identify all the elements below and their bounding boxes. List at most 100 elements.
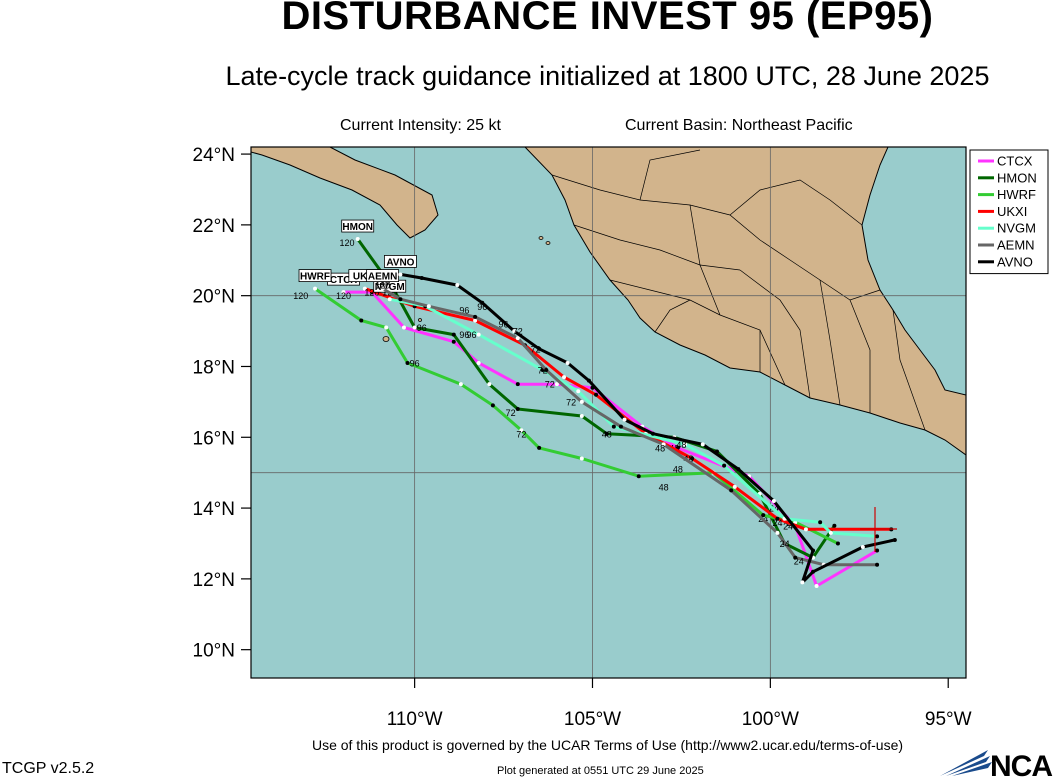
- track-point: [490, 403, 495, 408]
- track-point: [875, 548, 880, 553]
- forecast-hour-label: 96: [467, 330, 477, 340]
- forecast-hour-label: 48: [676, 440, 686, 450]
- model-label: HWRF: [300, 272, 330, 283]
- version-label: TCGP v2.5.2: [2, 760, 95, 777]
- track-point: [380, 286, 385, 291]
- track-point: [401, 325, 406, 330]
- track-point: [732, 484, 737, 489]
- model-label-box: [298, 269, 332, 283]
- track-point: [537, 346, 542, 351]
- forecast-hour-label: 48: [659, 482, 669, 492]
- forecast-hour-label: 120: [364, 288, 379, 298]
- forecast-hour-label: 72: [566, 397, 576, 407]
- forecast-hour-label: 120: [340, 238, 355, 248]
- lon-tick-label: 110°W: [387, 709, 443, 730]
- track-point: [487, 382, 492, 387]
- track-point: [341, 290, 346, 295]
- track-point: [586, 378, 591, 383]
- track-point: [611, 424, 616, 429]
- track-point: [729, 488, 734, 493]
- track-point: [398, 297, 403, 302]
- track-point: [875, 534, 880, 539]
- track-point: [736, 467, 741, 472]
- island: [538, 236, 544, 240]
- land-mexico: [524, 147, 966, 456]
- track-point: [811, 569, 816, 574]
- state-boundaries: [551, 149, 926, 431]
- map-axes: 10°N 12°N 14°N 16°N 18°N 20°N 22°N 24°N 110°W 105…: [193, 145, 972, 730]
- legend-label-hwrf: HWRF: [997, 187, 1036, 202]
- forecast-hour-label: 120: [336, 291, 351, 301]
- track-line: [389, 297, 878, 538]
- track-point: [473, 314, 478, 319]
- track-point: [515, 336, 520, 341]
- track-point: [579, 414, 584, 419]
- track-hwrf: 24 48 72 96 120 HWRF: [293, 269, 840, 546]
- current-intensity: Current Intensity: 25 kt: [340, 117, 501, 134]
- track-line: [400, 272, 896, 584]
- forecast-hour-label: 24: [780, 539, 790, 549]
- model-label: HMON: [342, 222, 373, 233]
- model-label: CTCX: [330, 275, 358, 286]
- track-point: [793, 555, 798, 560]
- forecast-hour-label: 72: [513, 327, 523, 337]
- track-point: [313, 286, 318, 291]
- track-point: [832, 523, 837, 528]
- track-point: [355, 237, 360, 242]
- terms-of-use: Use of this product is governed by the U…: [311, 737, 904, 753]
- track-point: [622, 417, 627, 422]
- track-point: [604, 431, 609, 436]
- track-point: [579, 399, 584, 404]
- track-point: [405, 360, 410, 365]
- forecast-hour-label: 96: [499, 320, 509, 330]
- track-point: [544, 368, 549, 373]
- track-point: [875, 562, 880, 567]
- track-point: [722, 463, 727, 468]
- forecast-hour-label: 24: [794, 557, 804, 567]
- forecast-hour-label: 24: [783, 521, 793, 531]
- legend-label-hmon: HMON: [997, 170, 1037, 185]
- track-point: [800, 580, 805, 585]
- island: [545, 241, 551, 245]
- track-point: [594, 392, 599, 397]
- map-frame: [250, 146, 967, 679]
- track-point: [618, 424, 623, 429]
- track-line: [381, 287, 878, 567]
- lat-tick-label: 18°N: [193, 357, 235, 378]
- lat-tick-label: 12°N: [193, 570, 235, 591]
- track-point: [562, 375, 567, 380]
- page-subtitle: Late-cycle track guidance initialized at…: [225, 61, 990, 91]
- track-line: [314, 287, 839, 545]
- legend-label-ukxi: UKXI: [997, 204, 1027, 219]
- track-point: [359, 318, 364, 323]
- lon-tick-label: 100°W: [742, 709, 799, 730]
- track-point: [398, 272, 403, 277]
- track-point: [682, 442, 687, 447]
- track-point: [458, 382, 463, 387]
- track-point: [412, 325, 417, 330]
- track-point: [476, 332, 481, 337]
- track-point: [661, 442, 666, 447]
- track-point: [419, 275, 424, 280]
- current-basin: Current Basin: Northeast Pacific: [625, 117, 853, 134]
- track-point: [480, 300, 485, 305]
- track-point: [892, 537, 897, 542]
- track-point: [512, 329, 517, 334]
- forecast-hour-label: 48: [655, 443, 665, 453]
- track-point: [835, 541, 840, 546]
- forecast-hour-label: 48: [673, 465, 683, 475]
- island: [418, 318, 422, 322]
- track-point: [860, 545, 865, 550]
- model-label: AVNO: [386, 257, 414, 268]
- page-title: DISTURBANCE INVEST 95 (EP95): [281, 0, 934, 38]
- forecast-hour-label: 96: [417, 323, 427, 333]
- lat-tick-label: 10°N: [193, 641, 235, 662]
- track-point: [537, 445, 542, 450]
- track-point: [818, 520, 823, 525]
- track-point: [515, 406, 520, 411]
- map-grid: [251, 147, 966, 678]
- track-point: [690, 456, 695, 461]
- track-point: [387, 297, 392, 302]
- track-point: [811, 548, 816, 553]
- forecast-hour-label: 120: [375, 277, 390, 287]
